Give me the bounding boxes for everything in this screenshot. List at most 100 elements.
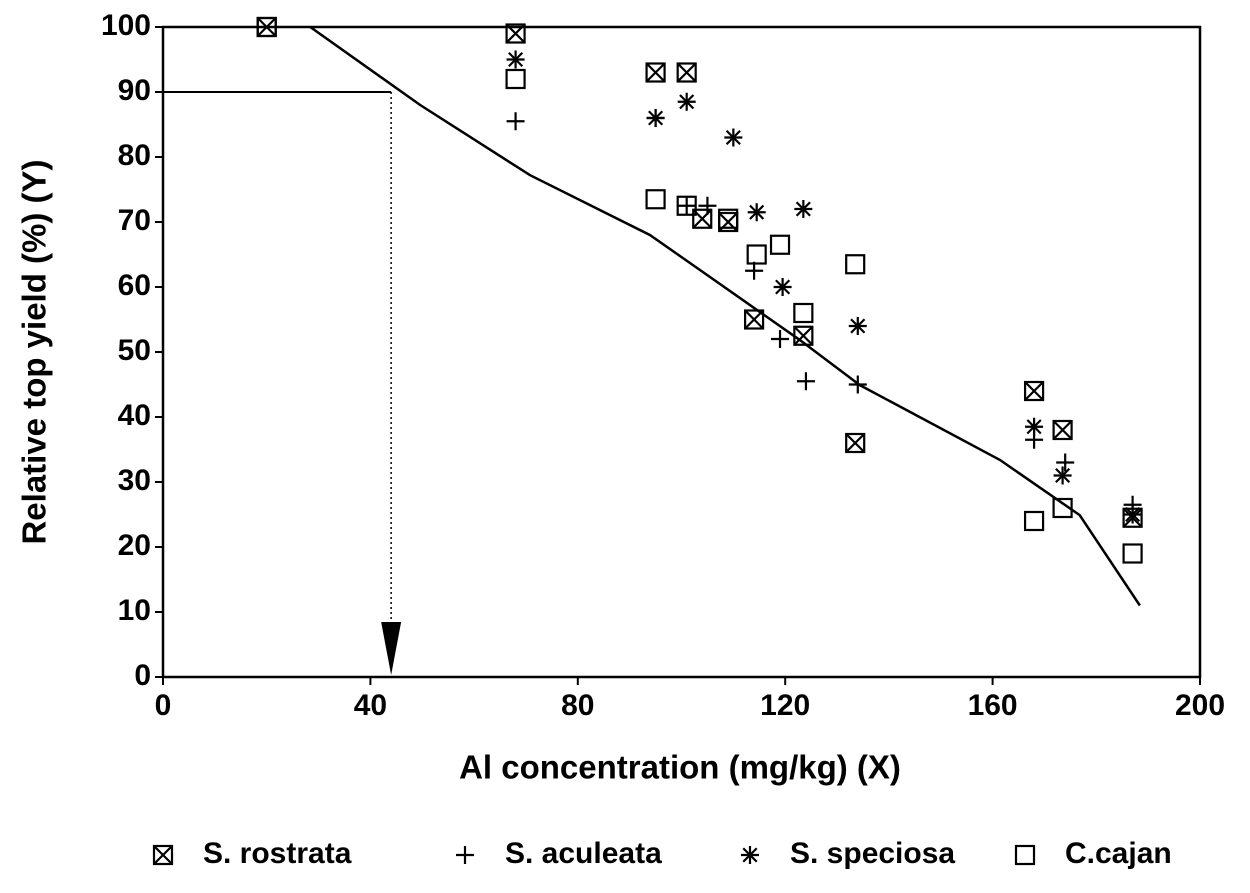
marker-boxx xyxy=(743,309,765,330)
marker-stroke xyxy=(742,847,758,863)
marker-stroke xyxy=(845,433,865,453)
marker-star xyxy=(773,278,792,296)
marker-box xyxy=(845,254,866,275)
marker-star xyxy=(506,50,525,69)
marker-box xyxy=(152,844,174,866)
marker-box xyxy=(645,189,666,210)
y-tick-label: 70 xyxy=(118,204,151,237)
x-tick-label: 0 xyxy=(155,689,172,722)
marker-box xyxy=(793,302,814,324)
y-axis-label: Relative top yield (%) (Y) xyxy=(16,159,53,544)
marker-plus xyxy=(848,375,867,394)
x-tick-label: 200 xyxy=(1175,689,1225,722)
marker-box xyxy=(676,195,697,216)
x-tick-label: 120 xyxy=(760,689,810,722)
legend-marker xyxy=(152,844,174,866)
marker-box xyxy=(769,234,791,255)
marker-box xyxy=(1023,510,1045,532)
y-tick-label: 90 xyxy=(118,74,151,107)
marker-stroke xyxy=(505,23,526,44)
marker-box xyxy=(1023,510,1045,532)
fit-line xyxy=(309,25,1141,607)
marker-box xyxy=(1014,844,1036,866)
marker-boxx xyxy=(793,325,814,346)
y-tick-label: 20 xyxy=(118,529,151,562)
marker-box xyxy=(1052,497,1073,519)
marker-stroke xyxy=(1024,381,1044,401)
marker-boxx xyxy=(645,62,666,83)
marker-box xyxy=(793,302,814,324)
marker-plus xyxy=(1056,453,1075,472)
y-tick-label: 100 xyxy=(101,9,151,42)
legend-label: S. speciosa xyxy=(790,837,955,870)
marker-stroke xyxy=(1052,420,1073,440)
marker-box xyxy=(769,234,791,255)
marker-stroke xyxy=(850,318,866,334)
marker-stroke xyxy=(744,309,764,330)
marker-box xyxy=(743,309,765,330)
legend-marker xyxy=(741,846,759,864)
marker-stroke xyxy=(749,204,765,220)
marker-boxx xyxy=(676,62,697,83)
legend-marker xyxy=(1014,844,1036,866)
marker-star xyxy=(677,92,696,111)
marker-box xyxy=(692,208,713,229)
marker-box xyxy=(505,68,526,90)
threshold-arrow xyxy=(381,622,402,675)
marker-plus xyxy=(796,372,815,391)
marker-stroke xyxy=(153,845,173,865)
y-tick-label: 0 xyxy=(134,659,151,692)
y-tick-label: 30 xyxy=(118,464,151,497)
marker-stroke xyxy=(679,94,695,110)
legend-label: S. rostrata xyxy=(203,837,352,870)
marker-box xyxy=(1023,380,1045,402)
marker-star xyxy=(1025,417,1044,436)
x-tick-label: 160 xyxy=(968,689,1018,722)
legend-marker xyxy=(456,846,474,864)
marker-stroke xyxy=(793,325,814,346)
x-tick-label: 80 xyxy=(561,689,594,722)
marker-box xyxy=(645,62,666,83)
marker-stroke xyxy=(775,279,791,295)
marker-box xyxy=(256,16,277,38)
marker-star xyxy=(646,109,665,127)
marker-star xyxy=(1123,505,1142,524)
marker-plus xyxy=(745,261,764,280)
marker-star xyxy=(1053,466,1072,485)
x-axis-label: Al concentration (mg/kg) (X) xyxy=(459,749,901,786)
marker-box xyxy=(676,62,697,83)
marker-stroke xyxy=(1026,419,1042,435)
plot-frame xyxy=(161,25,1202,679)
marker-stroke xyxy=(1125,506,1141,523)
marker-plus xyxy=(698,196,717,215)
legend-label: S. aculeata xyxy=(505,837,662,870)
marker-stroke xyxy=(725,129,741,146)
y-tick-label: 40 xyxy=(118,399,151,432)
marker-box xyxy=(1122,543,1143,564)
marker-box xyxy=(746,244,767,265)
marker-box xyxy=(505,68,526,90)
marker-boxx xyxy=(845,432,866,454)
marker-box xyxy=(505,23,526,44)
marker-box xyxy=(1122,543,1143,564)
marker-stroke xyxy=(676,62,697,83)
marker-plus xyxy=(506,112,525,131)
marker-boxx xyxy=(1052,419,1073,441)
marker-star xyxy=(848,317,867,335)
marker-star xyxy=(724,128,743,147)
marker-stroke xyxy=(1055,467,1071,484)
legend-label: C.cajan xyxy=(1065,837,1172,870)
marker-box xyxy=(718,208,739,229)
y-tick-label: 60 xyxy=(118,269,151,302)
marker-star xyxy=(794,200,813,218)
marker-box xyxy=(718,208,739,229)
marker-box xyxy=(1052,419,1073,441)
marker-box xyxy=(256,16,277,38)
y-tick-label: 50 xyxy=(118,334,151,367)
marker-stroke xyxy=(645,62,666,83)
marker-plus xyxy=(677,196,696,215)
marker-box xyxy=(676,195,697,216)
marker-stroke xyxy=(795,201,811,217)
marker-box xyxy=(1052,497,1073,519)
